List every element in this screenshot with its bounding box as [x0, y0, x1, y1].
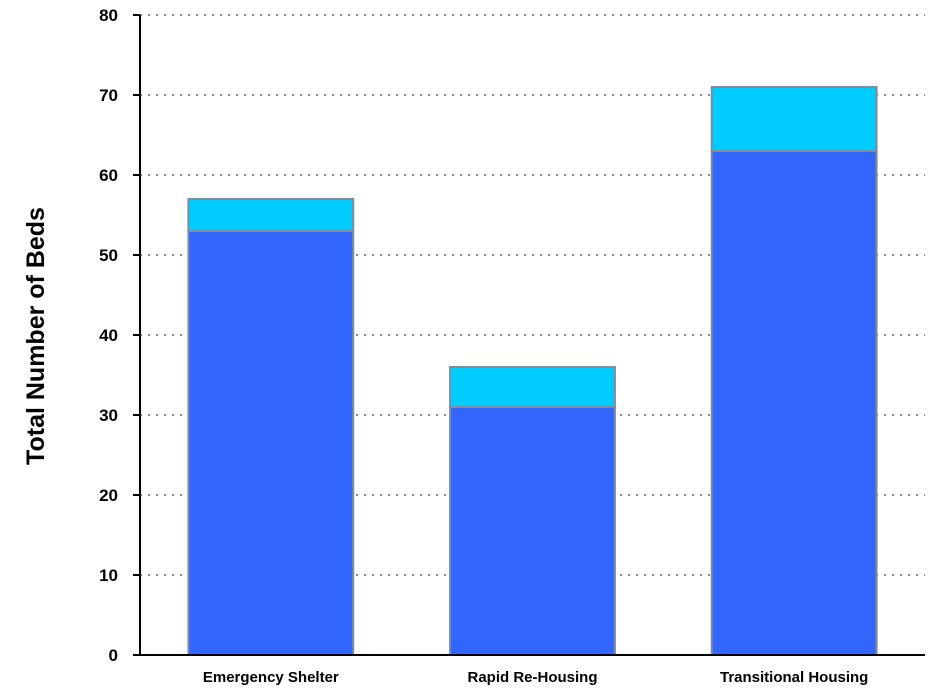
bars — [187, 86, 878, 656]
bar-segment-series-1 — [710, 150, 878, 656]
y-tick-label: 10 — [99, 566, 118, 585]
y-axis-title: Total Number of Beds — [22, 207, 50, 465]
bar-segment-series-2 — [187, 198, 355, 232]
x-category-label: Rapid Re-Housing — [468, 669, 598, 686]
y-tick-label: 80 — [99, 6, 118, 25]
x-category-labels: Emergency Shelter Rapid Re-Housing Transit… — [203, 669, 868, 686]
y-tick-label: 70 — [99, 86, 118, 105]
y-tick-label: 30 — [99, 406, 118, 425]
y-tick-labels: 0 10 20 30 40 50 60 70 80 — [99, 6, 140, 665]
y-tick-label: 40 — [99, 326, 118, 345]
x-category-label: Emergency Shelter — [203, 669, 339, 686]
x-category-label: Transitional Housing — [720, 669, 868, 686]
y-tick-label: 50 — [99, 246, 118, 265]
bar-segment-series-2 — [449, 366, 616, 408]
bar-segment-series-1 — [187, 230, 355, 656]
y-tick-label: 20 — [99, 486, 118, 505]
y-tick-label: 60 — [99, 166, 118, 185]
bar-segment-series-1 — [449, 406, 616, 656]
bar-segment-series-2 — [710, 86, 878, 152]
y-tick-label: 0 — [109, 646, 118, 665]
